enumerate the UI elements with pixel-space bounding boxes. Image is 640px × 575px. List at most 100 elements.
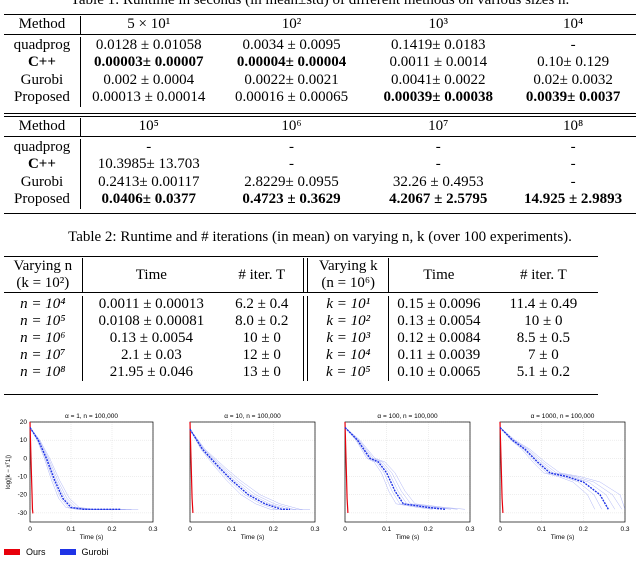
table1-header-row: Method 10⁵ 10⁶ 10⁷ 10⁸ bbox=[4, 118, 636, 136]
series-line-ours bbox=[29, 421, 34, 514]
series-trace bbox=[344, 427, 452, 510]
value-cell: 14.925 ± 2.9893 bbox=[523, 191, 623, 208]
value-cell: - bbox=[570, 36, 576, 53]
value-cell: 0.02± 0.0032 bbox=[533, 71, 613, 88]
table2: Varying n Time # iter. T Varying k Time … bbox=[4, 258, 598, 381]
series-trace bbox=[29, 427, 132, 510]
value-cell: 32.26 ± 0.4953 bbox=[392, 173, 484, 190]
method-cell: Proposed bbox=[4, 191, 81, 209]
x-tick-label: 0.1 bbox=[227, 526, 236, 533]
series-trace bbox=[344, 427, 458, 510]
y-tick-label: -10 bbox=[18, 474, 28, 481]
x-tick-label: 0.2 bbox=[107, 526, 116, 533]
value-cell: 0.13 ± 0.0054 bbox=[397, 313, 481, 330]
value-cell: 0.00013 ± 0.00014 bbox=[92, 89, 206, 106]
series-trace bbox=[189, 429, 310, 510]
chart-title: α = 1, n = 100,000 bbox=[65, 413, 118, 420]
series-trace bbox=[499, 427, 626, 510]
header-cell: Method bbox=[4, 16, 81, 34]
value-cell: 13 ± 0 bbox=[220, 364, 305, 381]
table-row: quadprog 0.0128 ± 0.01058 0.0034 ± 0.009… bbox=[4, 36, 636, 54]
x-tick-label: 0 bbox=[28, 526, 32, 533]
plot-frame bbox=[499, 421, 626, 523]
value-cell: - bbox=[570, 156, 576, 173]
y-tick-label: -30 bbox=[18, 510, 28, 517]
varying-k-label: Varying k bbox=[307, 258, 390, 275]
value-cell: 0.2413± 0.00117 bbox=[98, 173, 200, 190]
series-line-gurobi bbox=[344, 426, 446, 510]
table-row: Gurobi 0.002 ± 0.0004 0.0022± 0.0021 0.0… bbox=[4, 71, 636, 89]
series-trace bbox=[29, 427, 139, 510]
series-trace bbox=[189, 429, 303, 510]
legend-ours-label: Ours bbox=[26, 547, 46, 557]
value-cell: 0.00039± 0.00038 bbox=[383, 89, 494, 106]
table-row: n = 10⁴ 0.0011 ± 0.00013 6.2 ± 0.4 k = 1… bbox=[4, 296, 598, 313]
value-cell: 0.13 ± 0.0054 bbox=[109, 330, 193, 347]
series-trace bbox=[29, 427, 109, 510]
value-cell: 7 ± 0 bbox=[527, 347, 559, 364]
value-cell: 0.0011 ± 0.0014 bbox=[389, 54, 488, 71]
value-cell: 0.0108 ± 0.00081 bbox=[98, 313, 205, 330]
x-tick-label: 0.1 bbox=[66, 526, 75, 533]
value-cell: 0.002 ± 0.0004 bbox=[103, 71, 195, 88]
x-tick-label: 0.3 bbox=[465, 526, 474, 533]
k-cell: k = 10¹ bbox=[307, 296, 390, 313]
value-cell: - bbox=[570, 138, 576, 155]
table2-header-row: (k = 10²) (n = 10⁶) bbox=[4, 275, 598, 293]
series-trace bbox=[189, 429, 278, 510]
n-cell: n = 10⁴ bbox=[4, 296, 83, 313]
series-line-gurobi bbox=[499, 426, 609, 510]
table-row: Proposed 0.00013 ± 0.00014 0.00016 ± 0.0… bbox=[4, 89, 636, 107]
legend-gurobi-label: Gurobi bbox=[81, 547, 109, 557]
series-line-ours bbox=[344, 421, 349, 513]
header-cell: 10⁸ bbox=[562, 118, 584, 135]
y-tick-label: 0 bbox=[23, 455, 27, 462]
series-line-ours bbox=[499, 421, 504, 513]
value-cell: 5.1 ± 0.2 bbox=[516, 364, 570, 381]
value-cell: 12 ± 0 bbox=[220, 347, 305, 364]
value-cell: 0.10 ± 0.0065 bbox=[397, 364, 481, 381]
n-cell: n = 10⁸ bbox=[4, 364, 83, 381]
series-trace bbox=[29, 427, 126, 510]
header-cell: 10² bbox=[281, 16, 302, 33]
x-tick-label: 0.3 bbox=[310, 526, 319, 533]
x-tick-label: 0.2 bbox=[424, 526, 433, 533]
method-cell: quadprog bbox=[4, 138, 81, 156]
series-trace bbox=[344, 427, 466, 510]
value-cell: 8.0 ± 0.2 bbox=[220, 313, 305, 330]
value-cell: 0.4723 ± 0.3629 bbox=[242, 191, 341, 208]
x-axis-label: Time (s) bbox=[241, 534, 265, 541]
value-cell: 10 ± 0 bbox=[524, 313, 563, 330]
table2-header-row: Varying n Time # iter. T Varying k Time … bbox=[4, 258, 598, 293]
value-cell: - bbox=[570, 173, 576, 190]
n-cell: n = 10⁶ bbox=[4, 330, 83, 347]
value-cell: 21.95 ± 0.046 bbox=[109, 364, 193, 381]
x-tick-label: 0.1 bbox=[382, 526, 391, 533]
value-cell: 0.00004± 0.00004 bbox=[236, 54, 347, 71]
header-cell: 10⁵ bbox=[138, 118, 159, 135]
header-cell: 10⁴ bbox=[562, 16, 584, 33]
x-axis-label: Time (s) bbox=[80, 534, 104, 541]
table-row: n = 10⁸ 21.95 ± 0.046 13 ± 0 k = 10⁵ 0.1… bbox=[4, 364, 598, 381]
series-trace bbox=[499, 427, 623, 510]
y-axis-label: log(|k − xᵀ1|) bbox=[5, 455, 12, 489]
k-cell: k = 10⁵ bbox=[307, 364, 390, 381]
x-tick-label: 0.2 bbox=[269, 526, 278, 533]
series-trace bbox=[29, 427, 115, 510]
value-cell: - bbox=[435, 156, 441, 173]
x-tick-label: 0 bbox=[498, 526, 502, 533]
method-cell: C++ bbox=[4, 156, 81, 174]
y-tick-label: -20 bbox=[18, 492, 28, 499]
value-cell: 0.0128 ± 0.01058 bbox=[95, 36, 202, 53]
table-row: quadprog - - - - bbox=[4, 138, 636, 156]
value-cell: - bbox=[146, 138, 152, 155]
table1-caption: Table 1: Runtime in seconds (in mean±std… bbox=[70, 0, 570, 8]
x-tick-label: 0.3 bbox=[620, 526, 629, 533]
iter-header: # iter. T bbox=[519, 266, 567, 283]
series-trace bbox=[189, 429, 296, 510]
value-cell: - bbox=[289, 156, 295, 173]
value-cell: 0.0039± 0.0037 bbox=[525, 89, 621, 106]
k-cell: k = 10³ bbox=[307, 330, 390, 347]
table-row: C++ 0.00003± 0.00007 0.00004± 0.00004 0.… bbox=[4, 54, 636, 72]
legend-gurobi-swatch bbox=[59, 549, 76, 555]
